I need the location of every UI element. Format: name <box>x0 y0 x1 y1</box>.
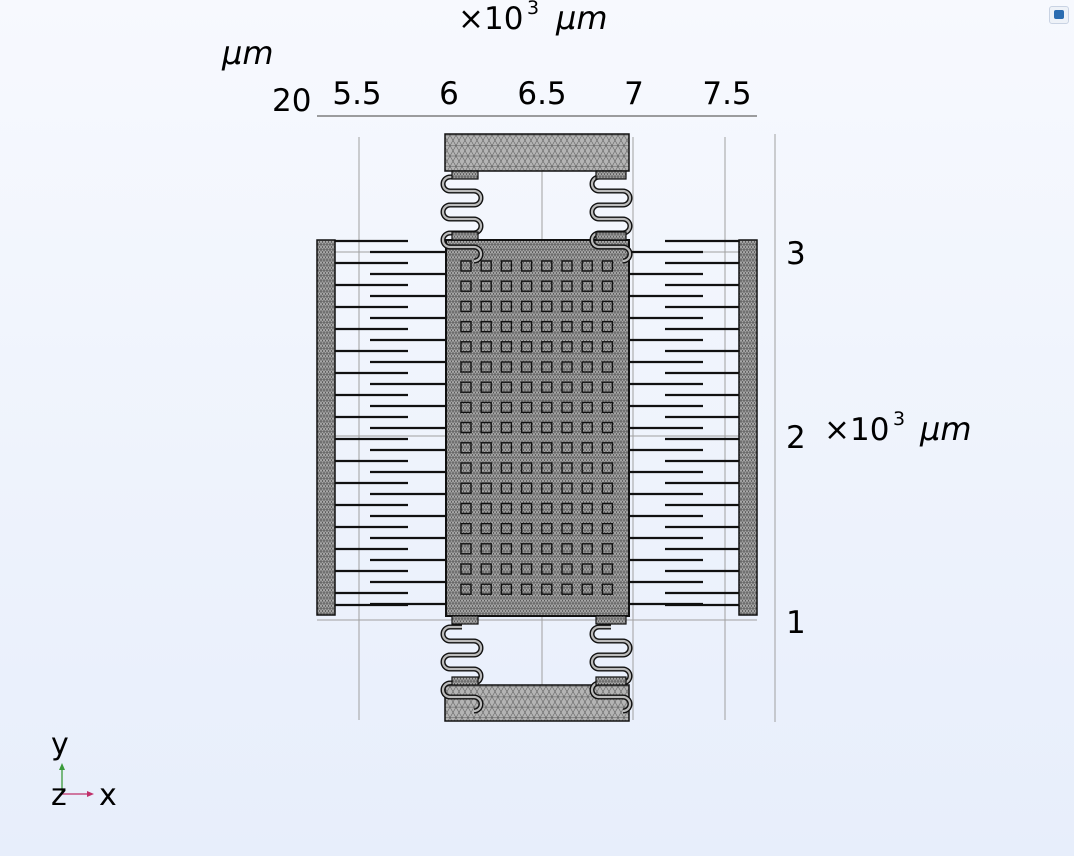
triad-x-label: x <box>99 778 117 813</box>
top-axis-tick: 5.5 <box>332 76 381 112</box>
triad-y-label: y <box>51 727 69 762</box>
top-axis-ticks: 5.5 6 6.5 7 7.5 <box>332 76 751 112</box>
svg-text:3: 3 <box>893 408 905 430</box>
top-axis-tick: 7.5 <box>702 76 751 112</box>
mems-structure <box>316 133 758 722</box>
top-axis-tick: 6.5 <box>517 76 566 112</box>
right-axis-unit: μm <box>919 410 972 448</box>
viewport-toggle-button[interactable] <box>1049 6 1069 24</box>
svg-text:3: 3 <box>527 0 539 19</box>
svg-text:×10: ×10 <box>458 1 523 37</box>
top-axis-scale: ×10 3 μm <box>458 0 608 37</box>
right-axis-tick: 2 <box>786 420 806 456</box>
triad-z-label: z <box>51 778 67 813</box>
right-axis-scale: ×10 3 μm <box>824 408 972 448</box>
left-axis-unit: μm <box>221 34 274 72</box>
svg-text:×10: ×10 <box>824 412 889 448</box>
top-axis-unit: μm <box>555 0 608 37</box>
top-axis-tick: 6 <box>439 76 459 112</box>
left-axis-value: 20 <box>272 83 311 119</box>
top-axis-tick: 7 <box>624 76 644 112</box>
window-icon <box>1054 10 1064 19</box>
right-axis-tick: 3 <box>786 236 806 272</box>
axis-triad: y z x <box>51 727 117 813</box>
right-axis-ticks: 3 2 1 <box>786 236 806 641</box>
right-axis-tick: 1 <box>786 605 806 641</box>
